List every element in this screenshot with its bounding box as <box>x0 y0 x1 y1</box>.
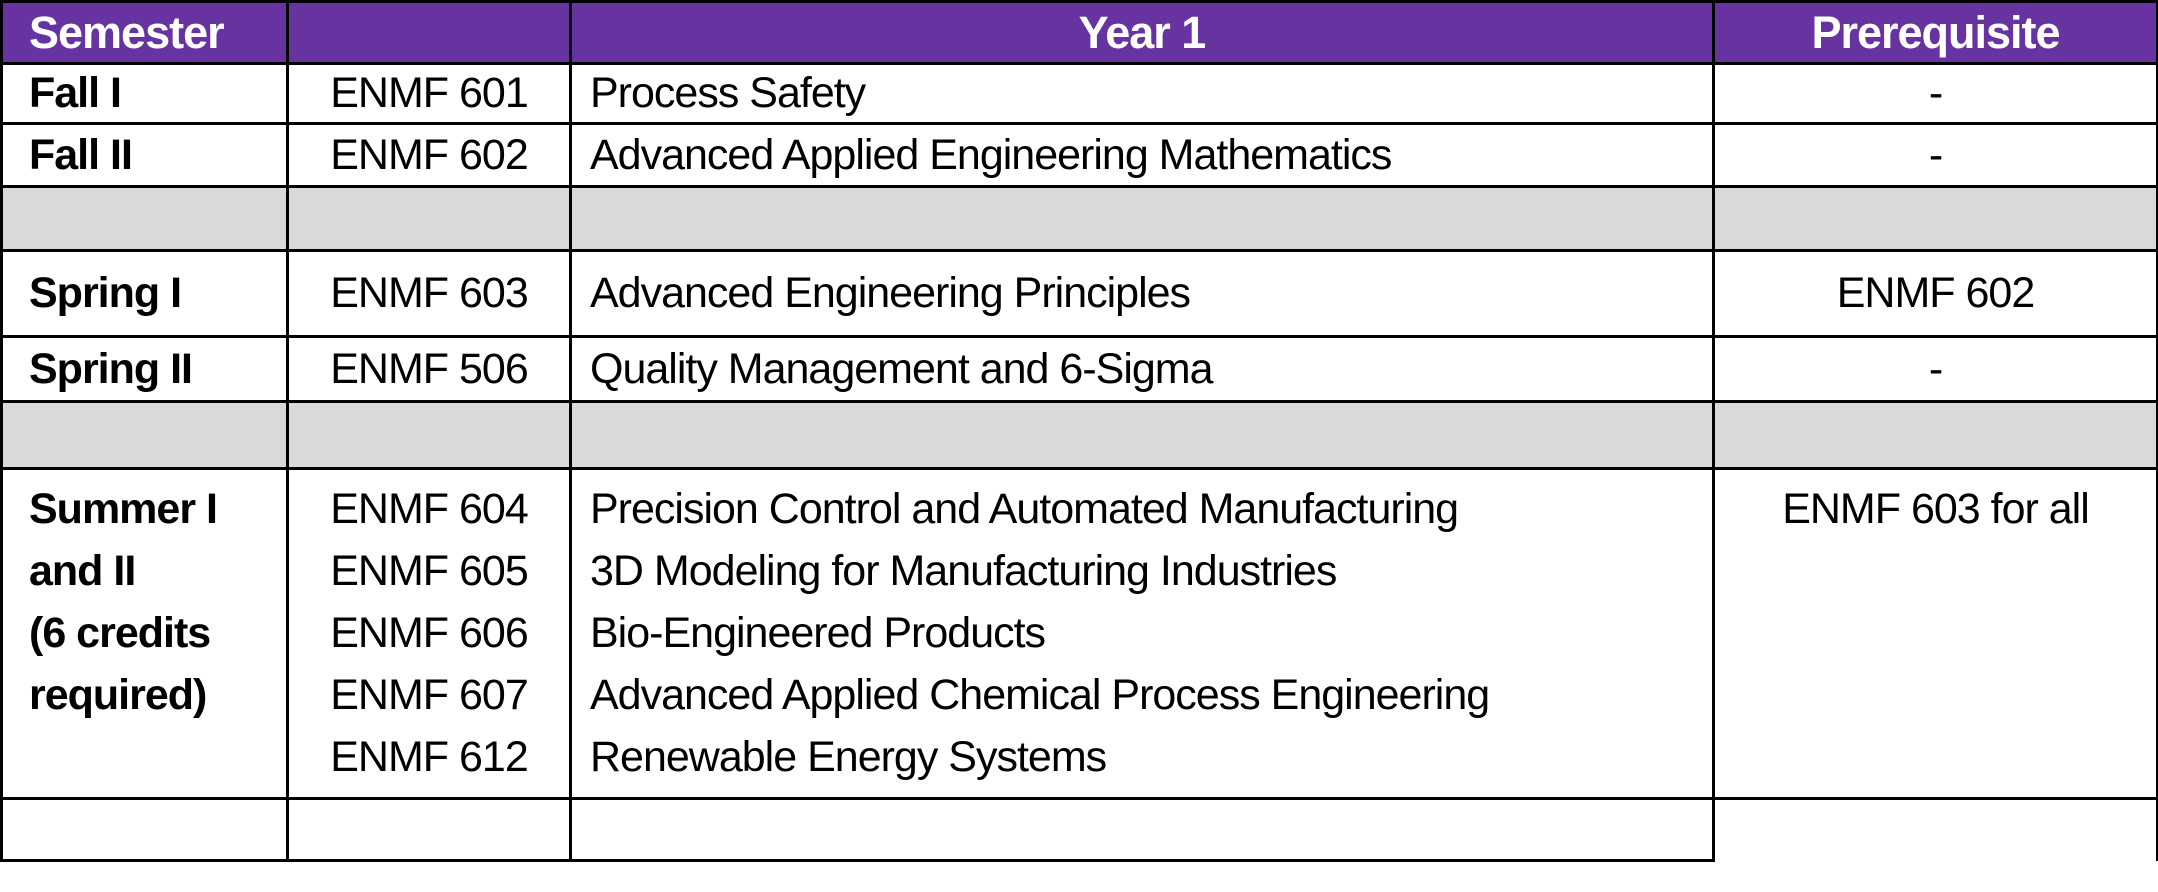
semester-line: and II <box>29 547 136 595</box>
prerequisite-cell: ENMF 602 <box>1712 249 2158 338</box>
course-code: ENMF 605 <box>330 547 529 595</box>
spacer-cell <box>1712 400 2158 470</box>
course-code-cell: ENMF 506 <box>286 335 572 403</box>
spacer-row <box>0 185 2158 252</box>
course-code-cell: ENMF 603 <box>286 249 572 338</box>
course-code: ENMF 606 <box>330 609 529 657</box>
course-title-cell: Quality Management and 6-Sigma <box>569 335 1715 403</box>
empty-cell <box>0 797 289 862</box>
header-prerequisite: Prerequisite <box>1712 0 2158 65</box>
course-title: Precision Control and Automated Manufact… <box>590 485 1459 533</box>
course-title-cell: Precision Control and Automated Manufact… <box>569 467 1715 800</box>
header-semester: Semester <box>0 0 289 65</box>
course-title-cell: Advanced Engineering Principles <box>569 249 1715 338</box>
semester-cell: Summer I and II (6 credits required) <box>0 467 289 800</box>
row-spring-1: Spring I ENMF 603 Advanced Engineering P… <box>0 249 2158 338</box>
header-code-empty <box>286 0 572 65</box>
row-summer: Summer I and II (6 credits required) ENM… <box>0 467 2158 800</box>
header-year-1: Year 1 <box>569 0 1715 65</box>
course-title: Bio-Engineered Products <box>590 609 1046 657</box>
spacer-cell <box>1712 185 2158 252</box>
semester-line: required) <box>29 671 207 719</box>
course-code-cell: ENMF 601 <box>286 62 572 125</box>
prerequisite-cell: - <box>1712 335 2158 403</box>
course-title: Renewable Energy Systems <box>590 733 1107 781</box>
course-code: ENMF 612 <box>330 733 529 781</box>
row-fall-1: Fall I ENMF 601 Process Safety - <box>0 62 2158 125</box>
spacer-cell <box>0 185 289 252</box>
semester-cell: Fall II <box>0 122 289 188</box>
course-title-cell: Process Safety <box>569 62 1715 125</box>
prerequisite-cell: - <box>1712 122 2158 188</box>
course-code-cell: ENMF 604 ENMF 605 ENMF 606 ENMF 607 ENMF… <box>286 467 572 800</box>
course-code-cell: ENMF 602 <box>286 122 572 188</box>
course-title-cell: Advanced Applied Engineering Mathematics <box>569 122 1715 188</box>
semester-line: Summer I <box>29 485 218 533</box>
empty-cell <box>1712 797 2158 861</box>
empty-cell <box>286 797 572 862</box>
row-fall-2: Fall II ENMF 602 Advanced Applied Engine… <box>0 122 2158 188</box>
row-spring-2: Spring II ENMF 506 Quality Management an… <box>0 335 2158 403</box>
course-title: Advanced Applied Chemical Process Engine… <box>590 671 1490 719</box>
course-title: 3D Modeling for Manufacturing Industries <box>590 547 1337 595</box>
prerequisite-text: ENMF 603 for all <box>1782 485 2090 533</box>
spacer-cell <box>286 185 572 252</box>
course-code: ENMF 607 <box>330 671 529 719</box>
spacer-row <box>0 400 2158 470</box>
empty-cell <box>569 797 1715 862</box>
empty-last-row <box>0 797 2158 862</box>
header-row: Semester Year 1 Prerequisite <box>0 0 2158 65</box>
spacer-cell <box>569 400 1715 470</box>
semester-cell: Spring I <box>0 249 289 338</box>
course-schedule-table: Semester Year 1 Prerequisite Fall I ENMF… <box>0 0 2158 862</box>
prerequisite-cell: ENMF 603 for all <box>1712 467 2158 800</box>
prerequisite-cell: - <box>1712 62 2158 125</box>
semester-cell: Fall I <box>0 62 289 125</box>
spacer-cell <box>569 185 1715 252</box>
semester-cell: Spring II <box>0 335 289 403</box>
course-code: ENMF 604 <box>330 485 529 533</box>
semester-line: (6 credits <box>29 609 211 657</box>
spacer-cell <box>286 400 572 470</box>
spacer-cell <box>0 400 289 470</box>
